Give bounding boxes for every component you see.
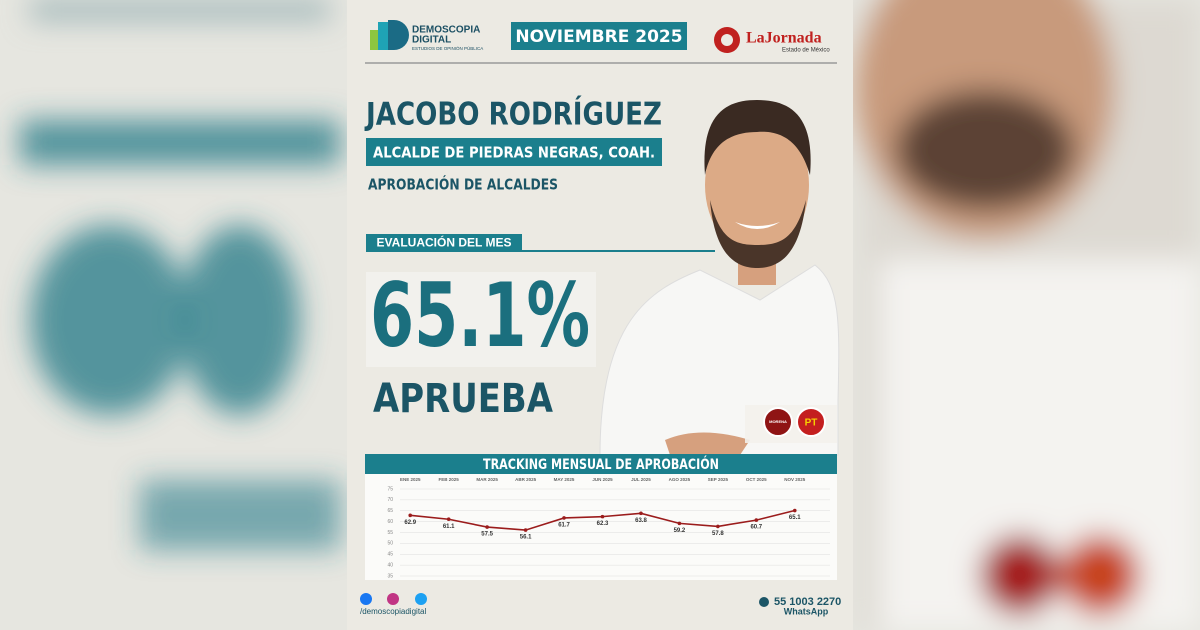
x-tick-label: FEB 2025 — [439, 477, 460, 482]
x-tick-label: MAY 2025 — [554, 477, 575, 482]
twitter-icon — [415, 593, 427, 605]
x-tick-label: ABR 2025 — [515, 477, 537, 482]
value-label: 65.1 — [789, 515, 801, 521]
y-tick-label: 35 — [387, 573, 393, 579]
point — [600, 514, 605, 519]
party-name: MORENA — [769, 419, 787, 424]
phone: 55 1003 2270 — [774, 596, 841, 608]
x-tick-label: AGO 2025 — [669, 477, 691, 482]
phone-label: WhatsApp — [784, 606, 829, 616]
x-tick-label: JUL 2025 — [631, 477, 651, 482]
point — [562, 516, 566, 520]
point — [446, 517, 451, 522]
y-tick-label: 65 — [387, 508, 393, 514]
eval-label-box — [366, 234, 522, 252]
chart-title-box — [365, 454, 837, 474]
point — [716, 524, 720, 529]
logo-name: DIGITAL — [412, 35, 451, 46]
logo — [370, 20, 409, 50]
value-label: 61.1 — [443, 524, 455, 530]
partner-name: LaJornada — [746, 30, 822, 47]
point — [677, 521, 682, 526]
value-label: 62.9 — [404, 520, 416, 526]
facebook-icon — [360, 593, 372, 605]
point — [485, 525, 489, 529]
x-tick-label: OCT 2025 — [746, 477, 767, 482]
y-tick-label: 45 — [387, 552, 393, 558]
y-tick-label: 50 — [387, 541, 393, 547]
y-tick-label: 75 — [387, 486, 393, 492]
y-tick-label: 55 — [387, 530, 393, 536]
eval-value: 65.1% — [370, 264, 590, 367]
party-logo — [796, 407, 826, 437]
y-tick-label: 60 — [387, 519, 393, 525]
instagram-icon — [387, 593, 399, 605]
point — [639, 511, 643, 516]
value-label: 59.2 — [674, 528, 686, 534]
role-box — [366, 138, 662, 166]
y-tick-label: 40 — [387, 562, 393, 568]
x-tick-label: JUN 2025 — [592, 477, 613, 482]
value-label: 57.5 — [481, 532, 493, 538]
point — [754, 518, 759, 522]
eval-verdict: APRUEBA — [373, 376, 553, 422]
logo-name: DEMOSCOPIA — [412, 25, 480, 36]
chart-title: TRACKING MENSUAL DE APROBACIÓN — [483, 455, 719, 473]
point — [792, 508, 797, 513]
value-label: 60.7 — [750, 525, 762, 531]
partner-logo — [721, 34, 733, 46]
party-logo — [763, 407, 793, 437]
point — [523, 528, 528, 532]
blurred-right — [855, 0, 1200, 630]
partner-sub: Estado de México — [782, 48, 830, 54]
whatsapp-icon — [759, 597, 769, 607]
x-tick-label: MAR 2025 — [476, 477, 498, 482]
value-label: 62.3 — [597, 521, 609, 527]
x-tick-label: NOV 2025 — [784, 477, 806, 482]
eval-label: EVALUACIÓN DEL MES — [377, 235, 512, 250]
value-label: 56.1 — [520, 535, 532, 541]
x-tick-label: ENE 2025 — [400, 477, 421, 482]
point — [408, 513, 413, 518]
value-label: 61.7 — [558, 523, 570, 529]
x-tick-label: SEP 2025 — [708, 477, 729, 482]
logo-tagline: ESTUDIOS DE OPINIÓN PÚBLICA — [412, 45, 483, 51]
y-tick-label: 70 — [387, 497, 393, 503]
chart-area — [365, 474, 837, 580]
person-role: ALCALDE DE PIEDRAS NEGRAS, COAH. — [373, 144, 655, 162]
party-name: PT — [805, 418, 818, 429]
date-box — [511, 22, 687, 50]
survey-name: APROBACIÓN DE ALCALDES — [368, 175, 558, 194]
date: NOVIEMBRE 2025 — [515, 27, 682, 47]
value-label: 63.8 — [635, 518, 647, 524]
blurred-left — [20, 0, 340, 550]
social-handle: /demoscopiadigital — [360, 607, 426, 616]
value-box — [366, 272, 596, 367]
value-label: 57.8 — [712, 531, 724, 537]
person-name: JACOBO RODRÍGUEZ — [364, 97, 662, 133]
chart: 35 40 45 50 55 60 65 70 75 ENE 2025 FEB 2025 MAR 20… — [387, 477, 830, 579]
